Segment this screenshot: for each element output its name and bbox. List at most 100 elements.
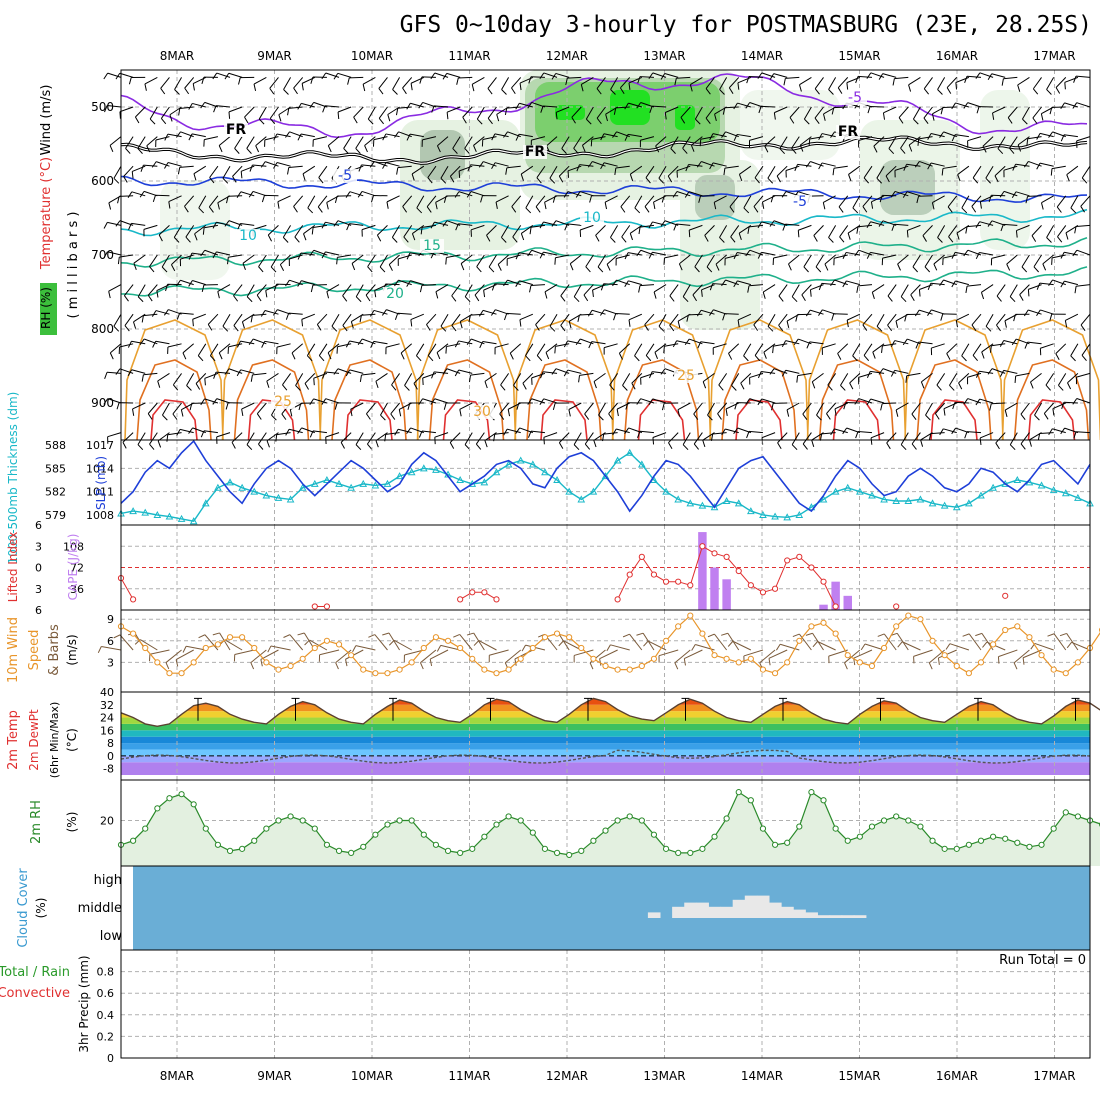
wind-barb-flag bbox=[468, 375, 471, 383]
wind-barb-flag bbox=[391, 384, 397, 391]
wind-barb-flag bbox=[803, 266, 809, 273]
wind-barb-flag bbox=[951, 252, 956, 259]
wind-barb-flag bbox=[309, 249, 315, 257]
wind-barb-flag bbox=[124, 295, 129, 302]
wind-barb bbox=[179, 428, 194, 434]
wind-barb-flag bbox=[802, 443, 808, 450]
wind-barb bbox=[1013, 649, 1030, 664]
rh-point bbox=[953, 845, 960, 852]
wind-speed-point bbox=[178, 670, 185, 677]
wind-barb bbox=[421, 430, 436, 434]
wind-barb bbox=[252, 164, 267, 167]
wind-barb-flag bbox=[515, 134, 520, 141]
wind-barb-flag bbox=[419, 76, 423, 84]
wind-barb-flag bbox=[394, 428, 399, 436]
wind-barb-flag bbox=[939, 279, 944, 287]
wind-barb-flag bbox=[672, 191, 678, 198]
wind-barb bbox=[1071, 641, 1091, 651]
wind-speed-point bbox=[372, 670, 379, 677]
contour-temp-35 bbox=[637, 399, 686, 441]
wind-barb bbox=[252, 372, 267, 376]
y-tick-label: 32 bbox=[100, 699, 114, 712]
wind-barb-flag bbox=[945, 643, 951, 650]
wind-barb-flag bbox=[590, 139, 593, 147]
wind-barb-flag bbox=[612, 279, 617, 287]
wind-barb bbox=[501, 77, 510, 90]
wind-barb bbox=[393, 639, 412, 651]
wind-barb bbox=[255, 136, 267, 147]
wind-barb-flag bbox=[816, 414, 822, 421]
wind-speed-point bbox=[735, 659, 742, 666]
wind-barb bbox=[603, 133, 618, 138]
wind-barb bbox=[113, 165, 122, 179]
wind-barb-flag bbox=[503, 313, 508, 321]
wind-barb-flag bbox=[197, 355, 204, 362]
wind-barb-flag bbox=[587, 161, 593, 168]
wind-barb bbox=[440, 313, 449, 327]
wind-barb-flag bbox=[1046, 237, 1052, 243]
wind-barb-flag bbox=[792, 633, 800, 638]
wind-barb-flag bbox=[768, 658, 771, 666]
wind-barb bbox=[606, 254, 618, 265]
wind-barb-flag bbox=[287, 108, 290, 116]
wind-barb-flag bbox=[266, 380, 270, 388]
wind-barb bbox=[1039, 162, 1054, 167]
wind-barb-flag bbox=[924, 266, 931, 273]
wind-barb bbox=[1080, 195, 1091, 207]
contour-label: 25 bbox=[677, 368, 695, 384]
wind-barb-flag bbox=[704, 235, 709, 242]
wind-barb-flag bbox=[133, 321, 137, 329]
wind-barb-flag bbox=[721, 632, 729, 636]
wind-barb-flag bbox=[746, 431, 750, 439]
wind-barb bbox=[277, 195, 291, 203]
wind-barb bbox=[979, 221, 994, 226]
wind-barb-flag bbox=[297, 252, 302, 260]
wind-barb-flag bbox=[198, 634, 206, 639]
wind-barb bbox=[318, 165, 328, 178]
wind-barb bbox=[985, 165, 994, 179]
wind-barb-flag bbox=[872, 351, 876, 359]
wind-barb bbox=[240, 369, 255, 374]
wind-barb bbox=[470, 313, 485, 316]
wind-barb bbox=[398, 254, 412, 260]
wind-barb-flag bbox=[266, 440, 270, 448]
wind-barb-flag bbox=[649, 371, 653, 379]
wind-barb-flag bbox=[535, 206, 541, 213]
wind-barb bbox=[991, 402, 1006, 405]
thickness-point bbox=[868, 491, 876, 499]
thickness-point bbox=[504, 460, 513, 468]
wind-barb-flag bbox=[544, 202, 547, 210]
wind-barb bbox=[224, 639, 243, 651]
wind-barb bbox=[325, 432, 340, 438]
wind-barb-flag bbox=[963, 249, 969, 257]
contour-temp-35 bbox=[345, 399, 393, 441]
wind-barb bbox=[451, 313, 461, 326]
wind-barb bbox=[513, 373, 522, 386]
wind-barb bbox=[511, 77, 522, 89]
wind-barb-flag bbox=[832, 168, 835, 176]
wind-barb bbox=[863, 343, 873, 356]
wind-barb-flag bbox=[788, 263, 792, 271]
wind-barb-flag bbox=[527, 398, 533, 405]
wind-barb bbox=[906, 372, 921, 377]
wind-barb-flag bbox=[796, 375, 799, 383]
wind-barb-flag bbox=[880, 403, 883, 411]
wind-barb-flag bbox=[310, 285, 314, 293]
wind-barb bbox=[1003, 369, 1018, 374]
wind-barb-flag bbox=[443, 195, 447, 203]
wind-speed-point bbox=[154, 659, 161, 666]
wind-barb-flag bbox=[466, 632, 474, 636]
wind-barb bbox=[718, 373, 728, 386]
wind-barb bbox=[119, 343, 134, 348]
wind-barb-flag bbox=[648, 72, 654, 79]
wind-barb-flag bbox=[227, 257, 229, 265]
wind-barb-flag bbox=[777, 442, 782, 450]
wind-barb bbox=[149, 649, 170, 655]
wind-barb-flag bbox=[359, 315, 362, 323]
wind-barb-flag bbox=[772, 346, 774, 354]
wind-speed-point bbox=[529, 644, 536, 652]
rh-point bbox=[844, 837, 851, 844]
wind-barb-flag bbox=[834, 408, 837, 416]
wind-barb-flag bbox=[309, 398, 314, 405]
